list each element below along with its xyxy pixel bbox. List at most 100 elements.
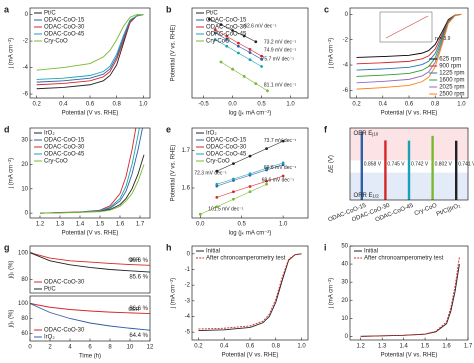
x-tick-label: 10 (127, 345, 134, 351)
x-tick-label: 0.8 (112, 102, 121, 108)
value-label: 85.6 % (129, 275, 148, 281)
legend-label: ODAC-CoO-15 (44, 138, 85, 144)
panel: g j/j₀ (%) 80 100 90.6 % 85.6 % ODAC-CoO-30Pt/… (4, 242, 151, 294)
plot-frame (29, 127, 151, 219)
y-tick-label: -4 (185, 314, 191, 320)
data-point (225, 34, 229, 38)
x-tick-label: 1.0 (286, 102, 295, 108)
panel-letter: a (4, 4, 10, 14)
legend-label: Cry-CoO (44, 159, 68, 165)
annotation: 73.7 mV dec⁻¹ (264, 138, 297, 144)
plot-area (208, 17, 269, 93)
value-label: 64.4 % (129, 333, 148, 339)
plot-frame (191, 7, 309, 99)
series-line (36, 14, 144, 71)
annotation: 81.1 mV dec⁻¹ (264, 83, 297, 89)
y-tick-label: 40 (341, 262, 348, 268)
series-line (30, 252, 150, 273)
x-tick-label: 0.6 (405, 102, 414, 108)
y-axis-label: Potential (V vs. RHE) (171, 25, 177, 82)
value-label: 86.6 % (129, 306, 148, 312)
annotation: 72.3 mV dec⁻¹ (194, 170, 227, 176)
data-point (231, 29, 235, 32)
category-label: Cry-CoO (414, 203, 438, 218)
data-point (215, 195, 219, 199)
x-tick-label: 0.6 (246, 344, 255, 350)
panel-letter: e (166, 124, 171, 134)
series-line (30, 252, 150, 266)
panel-letter: h (166, 242, 172, 252)
y-tick-label: 10 (341, 316, 348, 322)
annotation: OER (128, 307, 139, 313)
y-tick-label: 0 (345, 334, 349, 340)
bar (384, 140, 387, 200)
plot-frame (29, 295, 151, 342)
x-tick-label: 0.4 (379, 102, 388, 108)
data-point (213, 28, 217, 31)
x-tick-label: 0.4 (59, 102, 68, 108)
legend-label: ODAC-CoO-45 (44, 32, 85, 38)
y-tick-label: 80 (21, 316, 28, 322)
annotation: 62.6 mV dec⁻¹ (244, 23, 277, 29)
legend-label: 2500 rpm (439, 92, 464, 98)
plot-area (356, 13, 462, 90)
data-point (232, 197, 235, 201)
legend-label: Pt/C (44, 287, 56, 293)
x-tick-label: 1.3 (378, 344, 387, 350)
data-point (260, 57, 263, 61)
inset-frame (379, 11, 433, 43)
plot-frame (191, 245, 309, 341)
value-label: 0.741 V (458, 161, 474, 167)
legend-label: 900 rpm (439, 64, 461, 70)
data-point (248, 154, 252, 158)
panel: h j (mA cm⁻²) Potential (V vs. RHE) 0 -1 -2 -3… (166, 242, 309, 359)
x-axis-label: Potential (V vs. RHE) (62, 231, 119, 237)
legend-label: Initial (206, 249, 220, 255)
panel: a j (mA cm⁻²) Potential (V vs. RHE) 0 -2 -4 -6… (4, 4, 151, 117)
data-point (265, 166, 268, 170)
y-axis-label: j (mA cm⁻²) (329, 38, 335, 70)
y-tick-label: -6 (23, 92, 29, 98)
x-tick-label: 0.4 (220, 344, 229, 350)
y-tick-label: 0 (345, 12, 349, 18)
bar (407, 140, 411, 200)
data-point (254, 82, 258, 85)
x-tick-label: 0.8 (431, 102, 440, 108)
annotation-text: OER E (354, 131, 373, 137)
plot-frame (29, 245, 151, 294)
annotation: 69.6 mV dec⁻¹ (264, 165, 297, 171)
panel-letter: c (324, 4, 329, 14)
value-label: 90.6 % (129, 258, 148, 264)
data-point (260, 54, 263, 58)
x-tick-label: 0.6 (86, 102, 95, 108)
legend-label: Cry-CoO (206, 39, 230, 45)
x-tick-label: 0.8 (272, 344, 281, 350)
annotation-text: ORR E (354, 193, 373, 199)
legend-label: ODAC-CoO-30 (44, 328, 85, 334)
y-tick-label: 1.6 (182, 186, 191, 192)
legend-label: After chronoamperometry test (206, 256, 286, 262)
annotation: OER Ej10 (354, 131, 379, 137)
x-axis-label: Potential (V vs. RHE) (381, 353, 438, 359)
x-tick-label: 1.4 (76, 222, 85, 228)
annotation-sub: 1/2 (373, 194, 380, 199)
y-tick-label: 100 (18, 250, 29, 256)
data-point (265, 182, 268, 186)
series-line (36, 14, 144, 86)
y-tick-label: 60 (21, 331, 28, 337)
x-tick-label: 0.2 (352, 102, 361, 108)
y-tick-label: -1 (185, 267, 191, 273)
series-line (39, 164, 145, 214)
x-tick-label: 1.0 (139, 102, 148, 108)
bar (431, 135, 434, 200)
data-point (265, 147, 268, 151)
data-point (237, 41, 240, 45)
y-axis-label: j (mA cm⁻²) (9, 158, 15, 190)
data-point (237, 51, 240, 55)
y-tick-label: 0 (25, 12, 29, 18)
x-axis-label: Potential (V vs. RHE) (62, 111, 119, 117)
plot-area (30, 252, 150, 273)
legend-label: ODAC-CoO-45 (44, 152, 85, 158)
y-tick-label: -5 (185, 330, 191, 336)
legend-label: ODAC-CoO-30 (206, 25, 247, 31)
